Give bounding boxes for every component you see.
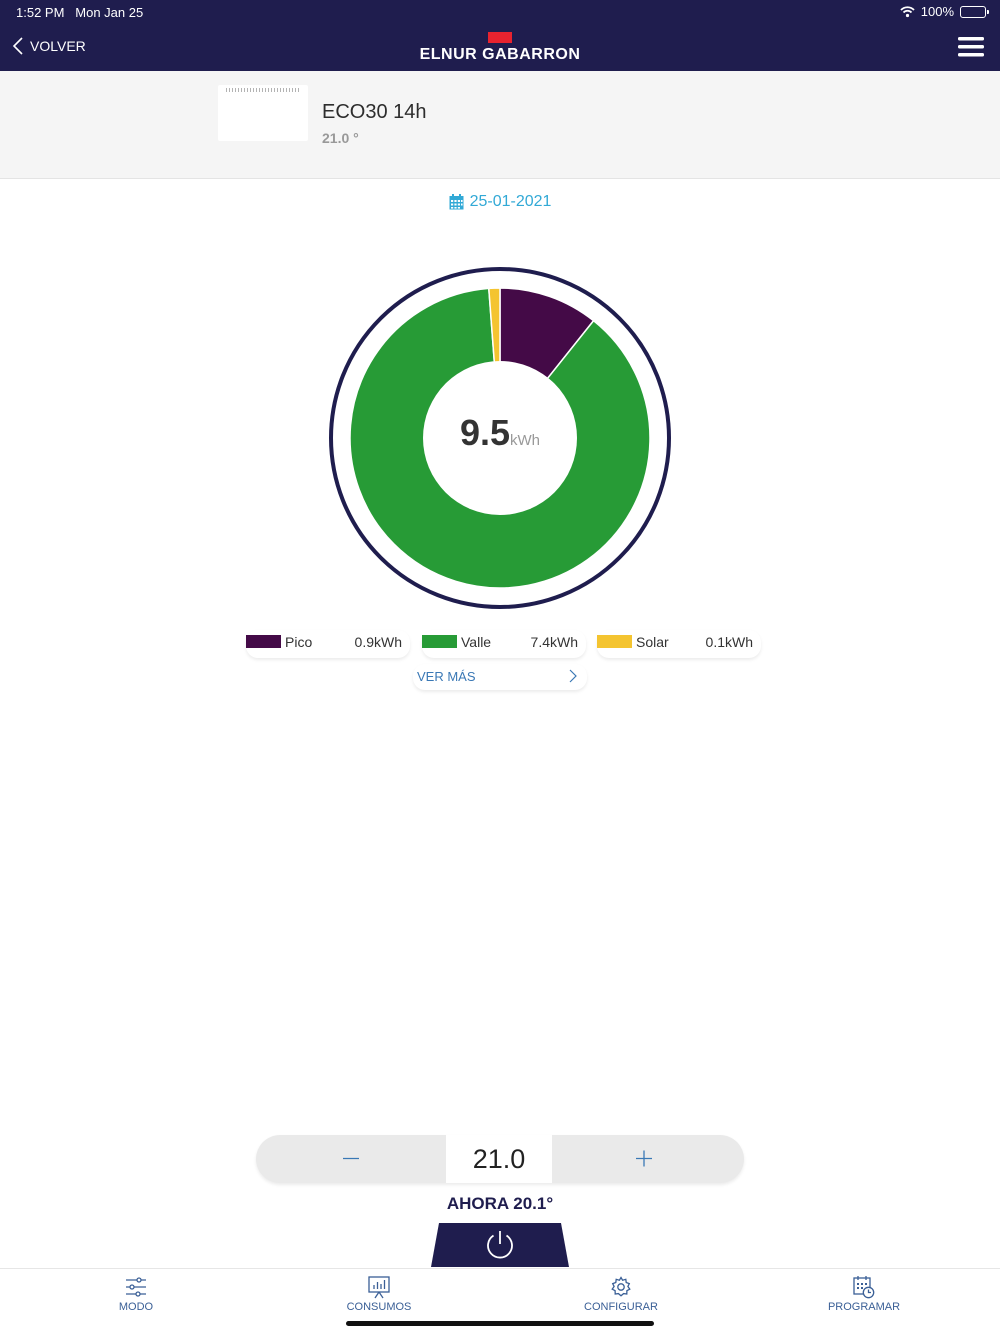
calendar-icon [449,194,464,210]
tab-configurar[interactable]: CONFIGURAR [551,1275,691,1313]
legend-item-valle: Valle 7.4kWh [422,630,586,658]
tab-label-consumos: CONSUMOS [346,1301,412,1313]
status-time: 1:52 PM Mon Jan 25 [16,5,143,20]
consumption-donut-chart [329,267,671,609]
menu-button[interactable] [958,36,984,63]
tab-programar[interactable]: PROGRAMAR [794,1275,934,1313]
chevron-left-icon [12,37,23,55]
chart-total: 9.5kWh [0,412,1000,454]
legend-value-valle: 7.4kWh [530,634,578,650]
tab-label-programar: PROGRAMAR [827,1301,901,1313]
legend-label-solar: Solar [636,634,669,650]
status-date: Mon Jan 25 [75,5,144,20]
back-button[interactable]: VOLVER [12,36,86,56]
device-image [218,85,308,141]
device-name: ECO30 14h [322,101,427,123]
gear-icon [611,1276,631,1297]
date-label: 25-01-2021 [469,193,552,210]
setpoint-value: 21.0 [446,1135,552,1183]
power-button-shape [431,1223,569,1267]
power-icon [487,1231,513,1259]
tab-label-configurar: CONFIGURAR [584,1301,658,1313]
calendar-clock-icon [853,1276,875,1299]
ver-mas-button[interactable]: VER MÁS [413,664,587,690]
status-bar: 1:52 PM Mon Jan 25 100% [0,0,1000,24]
chevron-right-icon [569,669,577,683]
increase-temperature-button[interactable] [552,1135,744,1183]
battery-percent: 100% [920,4,954,19]
temperature-stepper: 21.0 [256,1135,744,1183]
home-indicator [346,1321,654,1326]
legend-item-pico: Pico 0.9kWh [246,630,410,658]
wifi-icon [900,5,915,17]
plus-icon [636,1150,652,1167]
chart-center-hole [423,361,577,515]
legend-swatch-valle [422,635,457,648]
current-temperature: AHORA 20.1° [446,1194,554,1213]
tab-label-modo: MODO [118,1301,154,1313]
hamburger-icon [958,37,984,57]
brand-name: ELNUR GABARRON [419,46,581,63]
device-temperature: 21.0 ° [322,130,359,146]
ver-mas-label: VER MÁS [417,669,476,684]
decrease-temperature-button[interactable] [256,1135,446,1183]
legend-label-pico: Pico [285,634,313,650]
logo-mark [488,32,512,43]
legend-label-valle: Valle [461,634,492,650]
tab-modo[interactable]: MODO [66,1275,206,1313]
status-clock: 1:52 PM [16,5,65,20]
back-label: VOLVER [30,38,86,54]
chart-total-unit: kWh [510,432,541,449]
legend-swatch-pico [246,635,281,648]
sliders-icon [126,1277,146,1297]
device-header: ECO30 14h 21.0 ° [0,71,1000,179]
legend-swatch-solar [597,635,632,648]
tab-consumos[interactable]: CONSUMOS [309,1275,449,1313]
battery-icon [960,5,989,18]
chart-total-value: 9.5 [459,412,511,453]
power-button[interactable] [431,1223,569,1267]
minus-icon [343,1157,359,1160]
brand-logo: ELNUR GABARRON [0,32,1000,64]
status-right: 100% [900,4,989,19]
chart-outer-ring [329,267,671,609]
nav-bar: VOLVER ELNUR GABARRON [0,24,1000,71]
chart-board-icon [368,1276,390,1299]
date-picker[interactable]: 25-01-2021 [0,193,1000,215]
legend-item-solar: Solar 0.1kWh [597,630,761,658]
legend-value-solar: 0.1kWh [705,634,753,650]
legend-value-pico: 0.9kWh [354,634,402,650]
